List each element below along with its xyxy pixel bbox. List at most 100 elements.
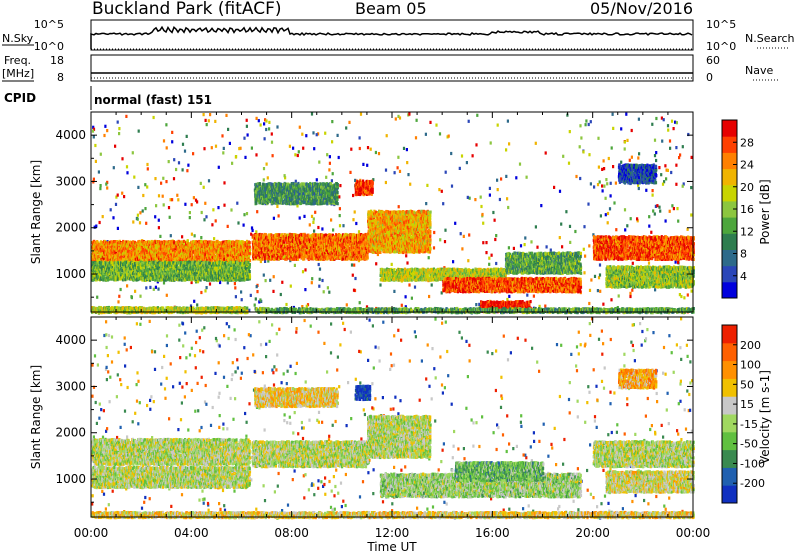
noise-cell: [669, 139, 671, 142]
noise-cell: [154, 215, 156, 218]
noise-cell: [499, 198, 501, 201]
noise-cell: [103, 134, 105, 137]
noise-cell: [583, 271, 585, 274]
noise-cell: [304, 268, 306, 271]
noise-cell: [121, 157, 123, 160]
noise-cell: [289, 145, 291, 148]
noise-cell: [398, 205, 400, 208]
noise-cell: [170, 234, 172, 237]
noise-cell: [206, 123, 208, 126]
noise-cell: [691, 156, 693, 159]
noise-cell: [590, 182, 592, 185]
beam-label: Beam 05: [355, 0, 427, 18]
noise-cell: [194, 234, 196, 237]
noise-cell: [444, 240, 446, 243]
noise-cell: [189, 216, 191, 219]
noise-cell: [466, 161, 468, 164]
noise-cell: [603, 167, 605, 170]
noise-cell: [433, 231, 435, 234]
noise-cell: [399, 116, 401, 119]
freq-unit-label: [MHz]: [2, 67, 34, 80]
noise-cell: [615, 228, 617, 231]
noise-cell: [105, 183, 107, 186]
noise-cell: [234, 286, 236, 289]
noise-cell: [690, 213, 692, 216]
noise-cell: [246, 212, 248, 215]
noise-cell: [95, 225, 97, 228]
noise-cell: [204, 202, 206, 205]
noise-cell: [171, 131, 173, 134]
noise-cell: [299, 216, 301, 219]
nsearch-tick-bottom: 10^0: [706, 40, 736, 53]
noise-cell: [250, 294, 252, 297]
nsky-panel-frame: [91, 20, 693, 50]
noise-cell: [683, 296, 685, 299]
noise-cell: [186, 135, 188, 138]
noise-cell: [192, 152, 194, 155]
noise-cell: [182, 168, 184, 171]
noise-cell: [313, 217, 315, 220]
noise-cell: [102, 215, 104, 218]
noise-cell: [352, 218, 354, 221]
noise-cell: [579, 177, 581, 180]
noise-cell: [272, 154, 274, 157]
noise-cell: [235, 295, 237, 298]
noise-cell: [318, 263, 320, 266]
noise-cell: [593, 185, 595, 188]
noise-cell: [265, 119, 267, 122]
noise-cell: [599, 290, 601, 293]
freq-tick-top: 18: [50, 54, 64, 67]
noise-cell: [624, 208, 626, 211]
noise-cell: [212, 208, 214, 211]
noise-cell: [273, 275, 275, 278]
noise-cell: [393, 290, 395, 293]
noise-cell: [385, 169, 387, 172]
noise-cell: [626, 224, 628, 227]
noise-cell: [475, 143, 477, 146]
noise-cell: [474, 198, 476, 201]
noise-cell: [416, 119, 418, 122]
freq-tick-bottom: 8: [57, 71, 64, 84]
noise-cell: [394, 171, 396, 174]
noise-cell: [276, 205, 278, 208]
nave-label: Nave: [745, 64, 773, 77]
noise-cell: [153, 116, 155, 119]
noise-cell: [319, 278, 321, 281]
noise-cell: [415, 136, 417, 139]
noise-cell: [637, 156, 639, 159]
noise-cell: [132, 220, 134, 223]
noise-cell: [652, 209, 654, 212]
noise-cell: [654, 139, 656, 142]
noise-cell: [352, 274, 354, 277]
noise-cell: [138, 130, 140, 133]
noise-cell: [600, 214, 602, 217]
noise-cell: [264, 137, 266, 140]
noise-cell: [677, 261, 679, 264]
noise-cell: [323, 290, 325, 293]
noise-cell: [269, 279, 271, 282]
noise-cell: [223, 147, 225, 150]
noise-cell: [324, 132, 326, 135]
noise-cell: [137, 218, 139, 221]
noise-cell: [481, 213, 483, 216]
noise-cell: [386, 134, 388, 137]
noise-cell: [114, 145, 116, 148]
noise-cell: [411, 297, 413, 300]
noise-cell: [302, 147, 304, 150]
noise-cell: [651, 123, 653, 126]
noise-cell: [100, 153, 102, 156]
noise-cell: [177, 198, 179, 201]
noise-cell: [660, 173, 662, 176]
noise-cell: [559, 236, 561, 239]
noise-cell: [305, 134, 307, 137]
noise-cell: [655, 117, 657, 120]
noise-cell: [182, 143, 184, 146]
noise-cell: [237, 221, 239, 224]
noise-cell: [246, 119, 248, 122]
noise-cell: [325, 176, 327, 179]
noise-cell: [222, 151, 224, 154]
noise-cell: [139, 221, 141, 224]
noise-cell: [670, 171, 672, 174]
noise-cell: [126, 284, 128, 287]
noise-cell: [429, 121, 431, 124]
